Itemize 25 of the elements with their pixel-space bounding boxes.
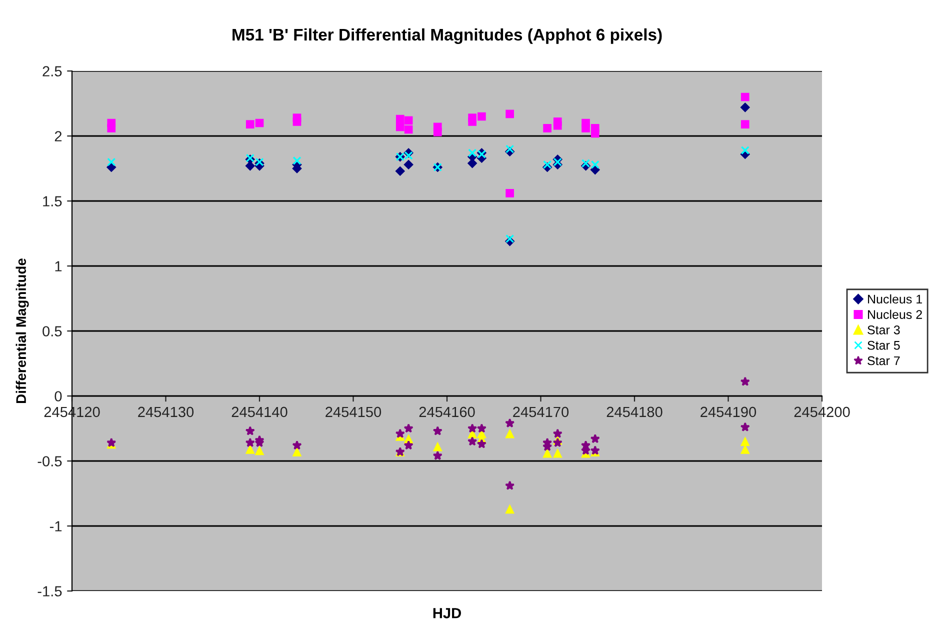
legend-label: Nucleus 2 [868, 310, 922, 319]
x-tick-label: 2454170 [513, 406, 569, 418]
x-tick-label: 2454180 [606, 406, 662, 418]
legend-label: Nucleus 1 [868, 294, 922, 304]
x-tick-label: 2454190 [700, 406, 756, 418]
x-axis-title: HJD [433, 608, 461, 618]
x-tick-label: 2454200 [794, 406, 850, 418]
y-tick-label: 0 [54, 391, 62, 402]
legend-label: Star 7 [868, 356, 900, 366]
y-tick-label: 1.5 [43, 196, 62, 206]
y-tick-label: 2.5 [42, 66, 62, 76]
y-tick-label: -1 [50, 521, 62, 532]
x-tick-label: 2454150 [326, 406, 382, 418]
x-tick-label: 2454140 [232, 406, 288, 418]
y-tick-label: 0.5 [42, 326, 62, 336]
y-tick-label: 2 [54, 131, 62, 142]
y-tick-label: -0.5 [38, 456, 62, 466]
legend-label: Star 5 [868, 340, 900, 350]
y-tick-label: -1.5 [38, 586, 62, 596]
x-tick-label: 2454130 [138, 406, 194, 418]
chart-title: M51 'B' Filter Differential Magnitudes (Apphot 6 pixels) [232, 28, 662, 44]
y-tick-label: 1 [55, 261, 62, 272]
x-tick-label: 2454160 [419, 406, 475, 418]
y-axis-title: Differential Magnitude [16, 258, 29, 403]
legend-label: Star 3 [868, 326, 900, 334]
